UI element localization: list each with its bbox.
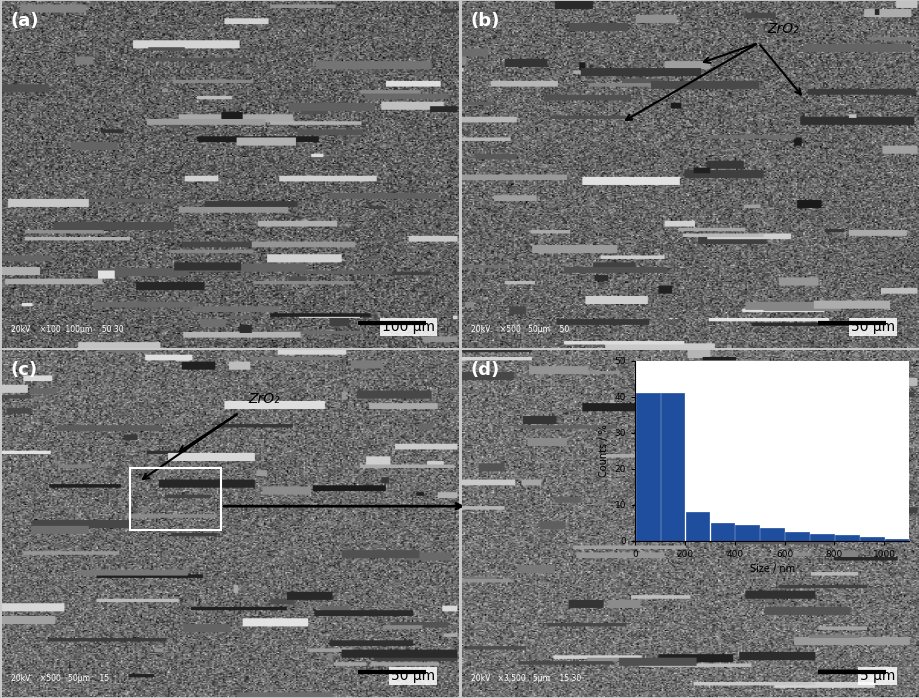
Text: 100 μm: 100 μm bbox=[382, 320, 435, 334]
Text: 50 μm: 50 μm bbox=[391, 669, 435, 683]
Text: ZrO₂: ZrO₂ bbox=[766, 22, 799, 36]
Text: (d): (d) bbox=[471, 361, 500, 379]
Text: 50 μm: 50 μm bbox=[850, 320, 894, 334]
Text: (a): (a) bbox=[11, 12, 40, 30]
Text: 20kV    ×100  100μm    50 30: 20kV ×100 100μm 50 30 bbox=[11, 325, 123, 334]
Text: ZrO₂: ZrO₂ bbox=[248, 392, 279, 406]
Text: (c): (c) bbox=[11, 361, 38, 379]
Text: 20kV    ×500   50μm    50: 20kV ×500 50μm 50 bbox=[471, 325, 569, 334]
Text: 20kV   ×3,500   5μm    15 30: 20kV ×3,500 5μm 15 30 bbox=[471, 674, 581, 683]
Text: (b): (b) bbox=[471, 12, 500, 30]
Text: 5 μm: 5 μm bbox=[859, 669, 894, 683]
Bar bbox=[130, 468, 221, 530]
Text: 20kV    ×500   50μm    15: 20kV ×500 50μm 15 bbox=[11, 674, 109, 683]
